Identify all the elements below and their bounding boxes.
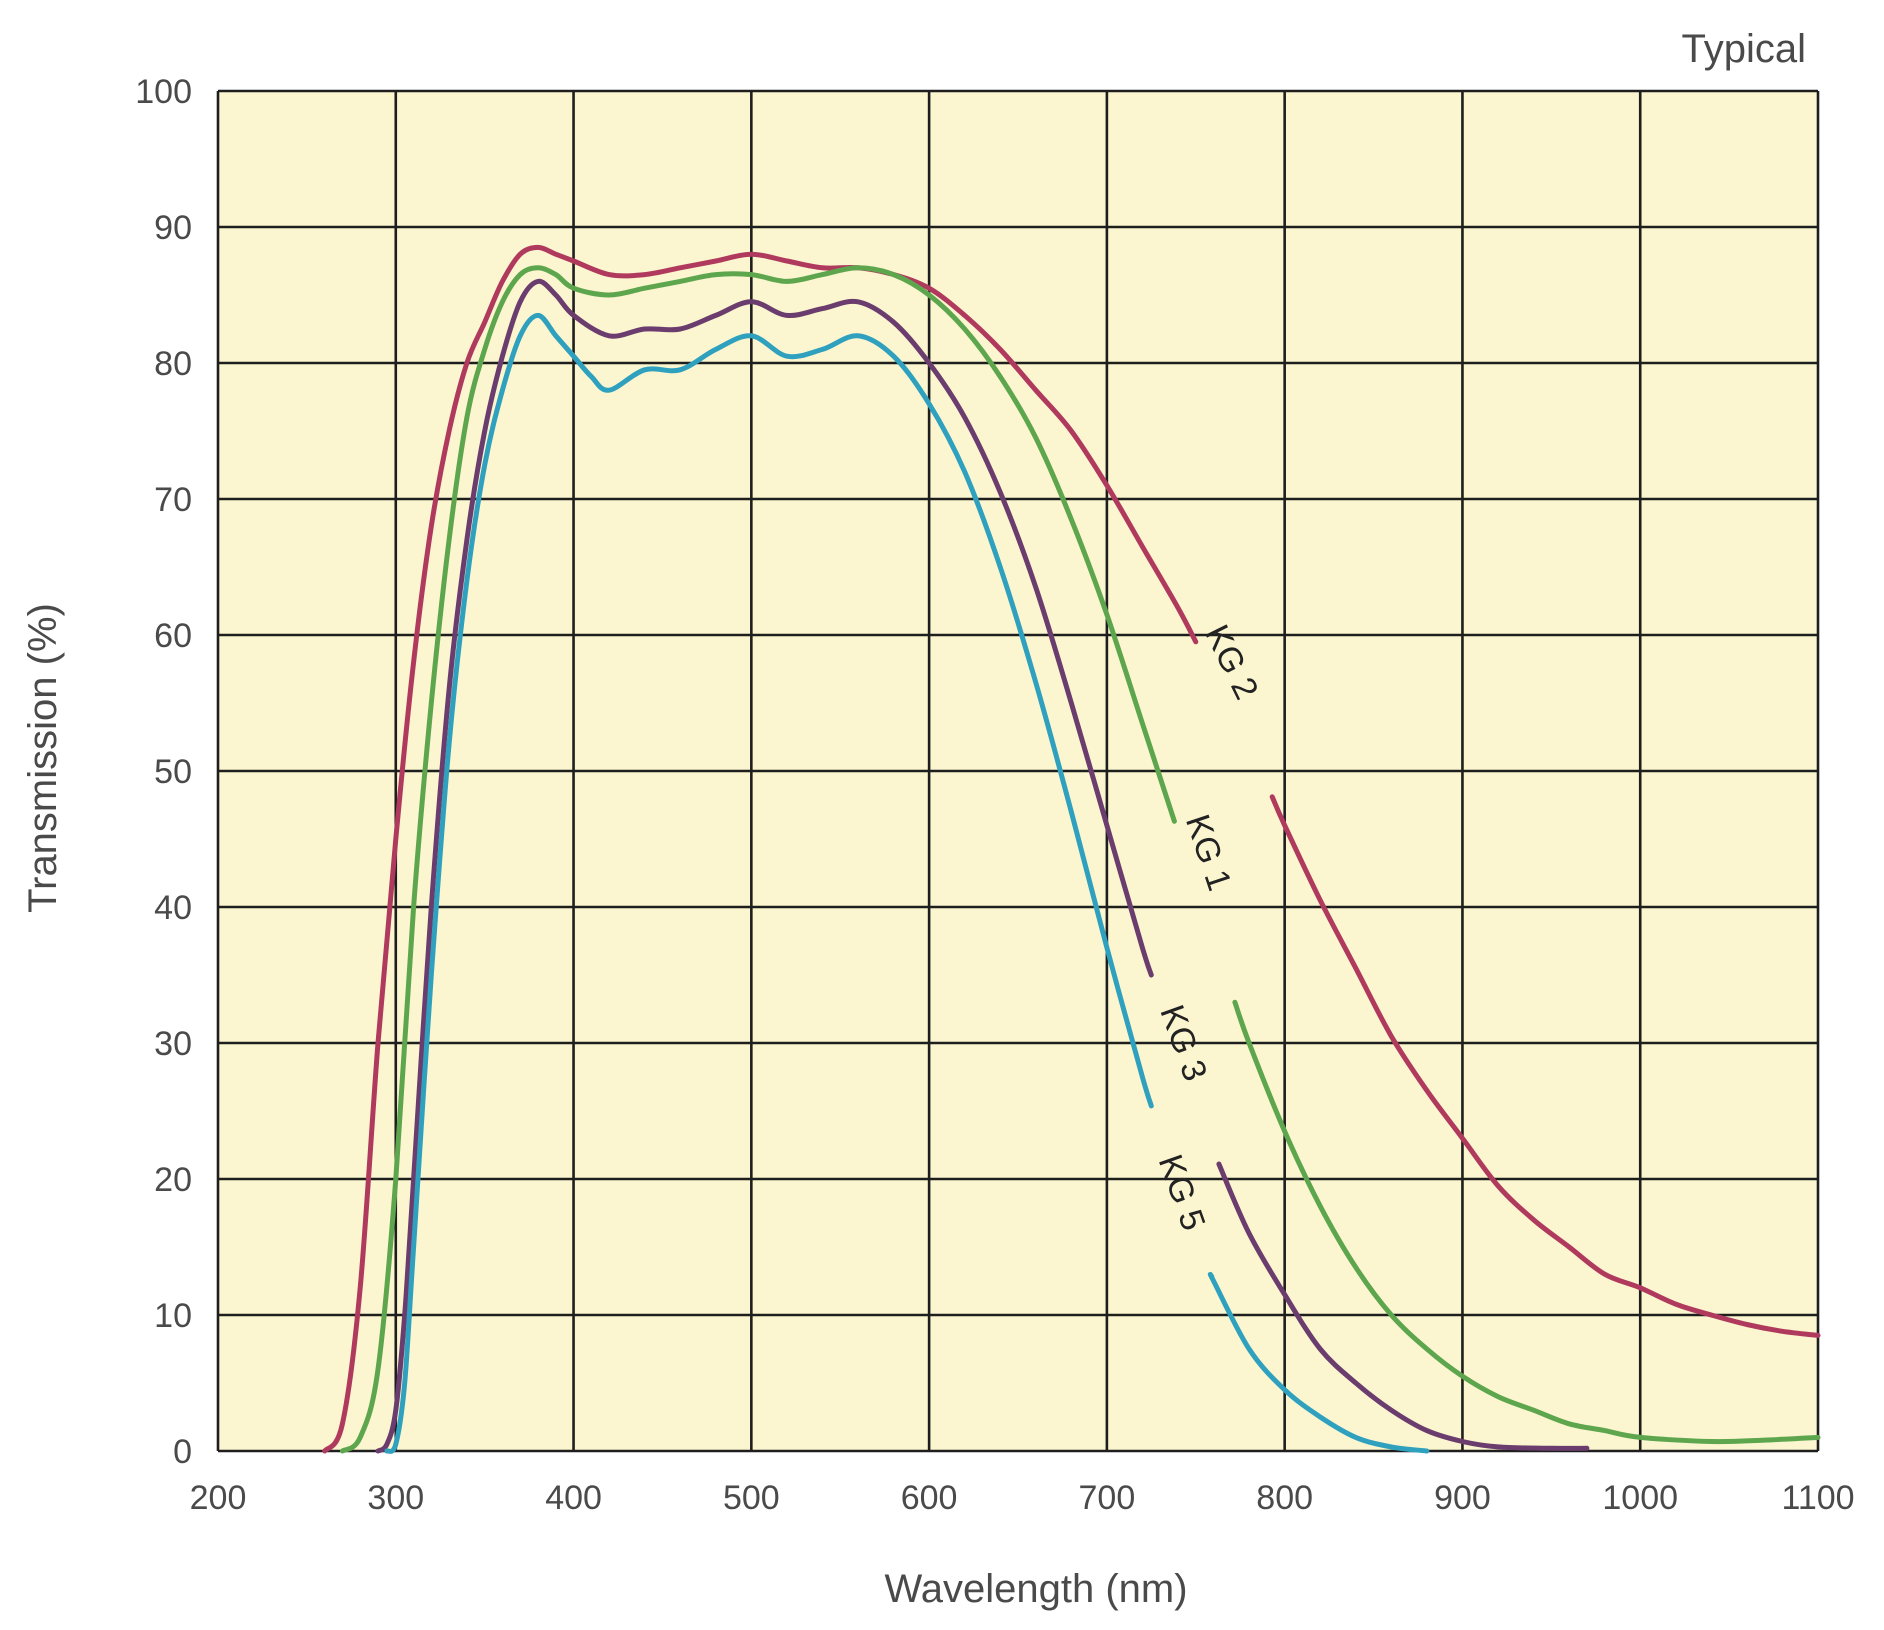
y-tick-label: 20 bbox=[154, 1161, 192, 1199]
series-line-kg-5 bbox=[1207, 1271, 1430, 1454]
series-line-kg-5 bbox=[384, 312, 1154, 1454]
typical-annotation: Typical bbox=[1682, 27, 1807, 71]
y-tick-label: 30 bbox=[154, 1025, 192, 1063]
series-line-kg-1 bbox=[339, 265, 1177, 1454]
series-line-kg-2 bbox=[322, 244, 1199, 1454]
series-lines bbox=[322, 244, 1821, 1454]
series-line-kg-2 bbox=[1269, 794, 1821, 1338]
y-tick-label: 0 bbox=[173, 1433, 192, 1471]
x-tick-label: 700 bbox=[1079, 1479, 1136, 1517]
y-tick-label: 100 bbox=[135, 73, 192, 111]
x-axis-title: Wavelength (nm) bbox=[884, 1567, 1187, 1611]
y-tick-label: 80 bbox=[154, 345, 192, 383]
y-tick-label: 90 bbox=[154, 209, 192, 247]
x-tick-labels: 200 300 400 500 600 700 800 900 1000 1100 bbox=[190, 1479, 1855, 1517]
x-tick-label: 500 bbox=[723, 1479, 780, 1517]
y-axis-title: Transmission (%) bbox=[21, 603, 65, 913]
series-line-kg-3 bbox=[1216, 1161, 1590, 1451]
y-tick-label: 50 bbox=[154, 753, 192, 791]
x-tick-label: 1100 bbox=[1781, 1479, 1854, 1517]
x-tick-label: 300 bbox=[367, 1479, 424, 1517]
series-line-kg-3 bbox=[375, 278, 1154, 1454]
x-tick-label: 200 bbox=[190, 1479, 247, 1517]
y-tick-label: 70 bbox=[154, 481, 192, 519]
y-tick-label: 40 bbox=[154, 889, 192, 927]
x-tick-label: 600 bbox=[901, 1479, 958, 1517]
series-line-kg-1 bbox=[1232, 999, 1821, 1445]
x-tick-label: 800 bbox=[1256, 1479, 1313, 1517]
y-tick-label: 10 bbox=[154, 1297, 192, 1335]
x-tick-label: 1000 bbox=[1602, 1479, 1678, 1517]
x-tick-label: 400 bbox=[545, 1479, 602, 1517]
x-tick-label: 900 bbox=[1434, 1479, 1491, 1517]
y-tick-label: 60 bbox=[154, 617, 192, 655]
y-tick-labels: 0 10 20 30 40 50 60 70 80 90 100 bbox=[135, 73, 192, 1471]
